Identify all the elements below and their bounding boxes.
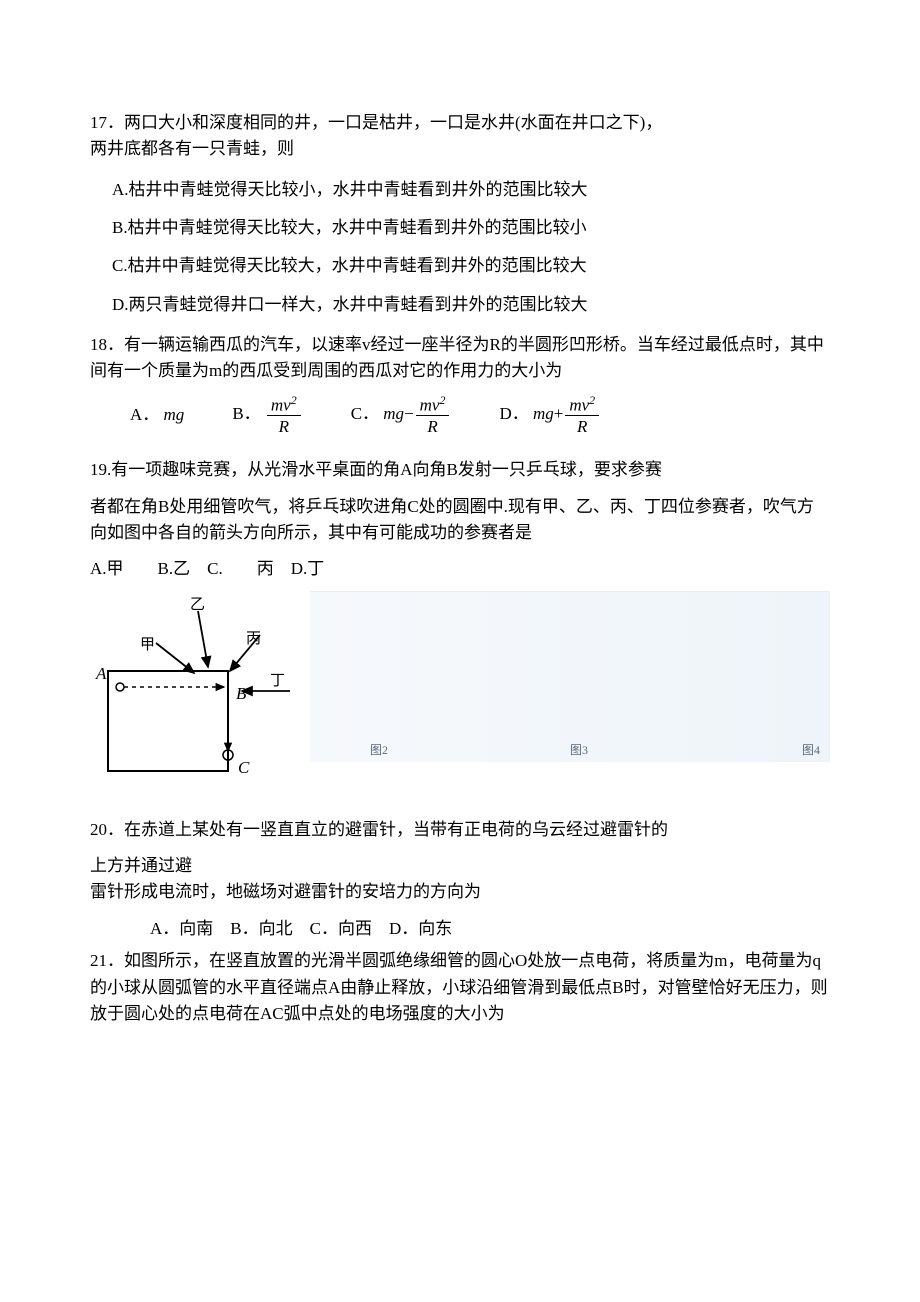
opt-label-b: B． [232, 404, 260, 423]
q17-opt-b: B.枯井中青蛙觉得天比较大，水井中青蛙看到井外的范围比较小 [112, 215, 830, 241]
opt-label-d: D． [499, 404, 528, 423]
exam-page: 17．两口大小和深度相同的井，一口是枯井，一口是水井(水面在井口之下)， 两井底… [0, 0, 920, 1077]
q20-stem-l1: 20．在赤道上某处有一竖直直立的避雷针，当带有正电荷的乌云经过避雷针的 [90, 817, 830, 843]
svg-text:乙: 乙 [190, 597, 205, 613]
svg-text:丁: 丁 [270, 673, 285, 689]
q17-opt-a: A.枯井中青蛙觉得天比较小，水井中青蛙看到井外的范围比较大 [112, 177, 830, 203]
svg-text:丙: 丙 [246, 631, 261, 647]
svg-text:甲: 甲 [140, 637, 155, 653]
q20-stem-l3: 雷针形成电流时，地磁场对避雷针的安培力的方向为 [90, 879, 830, 905]
q18-opt-b: B． mv2 R [232, 395, 302, 436]
opt-label-a: A． [130, 405, 159, 424]
q20-options: A．向南 B．向北 C．向西 D．向东 [150, 916, 830, 942]
q18-opt-c: C． mg− mv2 R [351, 395, 452, 436]
opt-label-c: C． [351, 404, 379, 423]
q18-stem: 18．有一辆运输西瓜的汽车，以速率v经过一座半径为R的半圆形凹形桥。当车经过最低… [90, 332, 830, 385]
fig-caption-3: 图3 [570, 741, 588, 760]
q21-stem: 21．如图所示，在竖直放置的光滑半圆弧绝缘细管的圆心O处放一点电荷，将质量为m，… [90, 948, 830, 1027]
fraction-icon: mv2 R [267, 395, 301, 436]
svg-text:A: A [95, 664, 107, 683]
svg-text:B: B [236, 684, 247, 703]
q17-stem: 17．两口大小和深度相同的井，一口是枯井，一口是水井(水面在井口之下)， 两井底… [90, 110, 830, 163]
q19-stem-l2: 者都在角B处用细管吹气，将乒乓球吹进角C处的圆圈中.现有甲、乙、丙、丁四位参赛者… [90, 494, 830, 547]
q18-options: A． mg B． mv2 R C． mg− mv2 R D． mg+ mv2 R [130, 395, 830, 436]
q18-opt-a: A． mg [130, 402, 184, 428]
q17-options: A.枯井中青蛙觉得天比较小，水井中青蛙看到井外的范围比较大 B.枯井中青蛙觉得天… [112, 177, 830, 318]
q17-opt-c: C.枯井中青蛙觉得天比较大，水井中青蛙看到井外的范围比较大 [112, 253, 830, 279]
fig-caption-4: 图4 [802, 741, 820, 760]
q17-stem-l2: 两井底都各有一只青蛙，则 [90, 139, 294, 158]
q18-opt-d: D． mg+ mv2 R [499, 395, 601, 436]
q20-stem: 20．在赤道上某处有一竖直直立的避雷针，当带有正电荷的乌云经过避雷针的 上方并通… [90, 817, 830, 906]
q20-stem-l2: 上方并通过避 [90, 853, 830, 879]
q19-figure-row: A B C 乙甲 丙丁 图2 图3 图4 [90, 591, 830, 791]
fraction-icon: mv2 R [565, 395, 599, 436]
fraction-icon: mv2 R [416, 395, 450, 436]
q19-diagram: A B C 乙甲 丙丁 [90, 591, 300, 791]
q19-stem: 19.有一项趣味竞赛，从光滑水平桌面的角A向角B发射一只乒乓球，要求参赛 者都在… [90, 457, 830, 546]
q17-stem-l1: 17．两口大小和深度相同的井，一口是枯井，一口是水井(水面在井口之下)， [90, 113, 662, 132]
q19-options: A.甲 B.乙 C. 丙 D.丁 [90, 556, 830, 582]
q19-stem-l1: 19.有一项趣味竞赛，从光滑水平桌面的角A向角B发射一只乒乓球，要求参赛 [90, 457, 830, 483]
q17-opt-d: D.两只青蛙觉得井口一样大，水井中青蛙看到井外的范围比较大 [112, 292, 830, 318]
mg: mg [164, 405, 185, 424]
fig-caption-2: 图2 [370, 741, 388, 760]
figure-placeholder-band: 图2 图3 图4 [310, 591, 830, 762]
spacer [90, 791, 830, 817]
svg-text:C: C [238, 758, 250, 777]
